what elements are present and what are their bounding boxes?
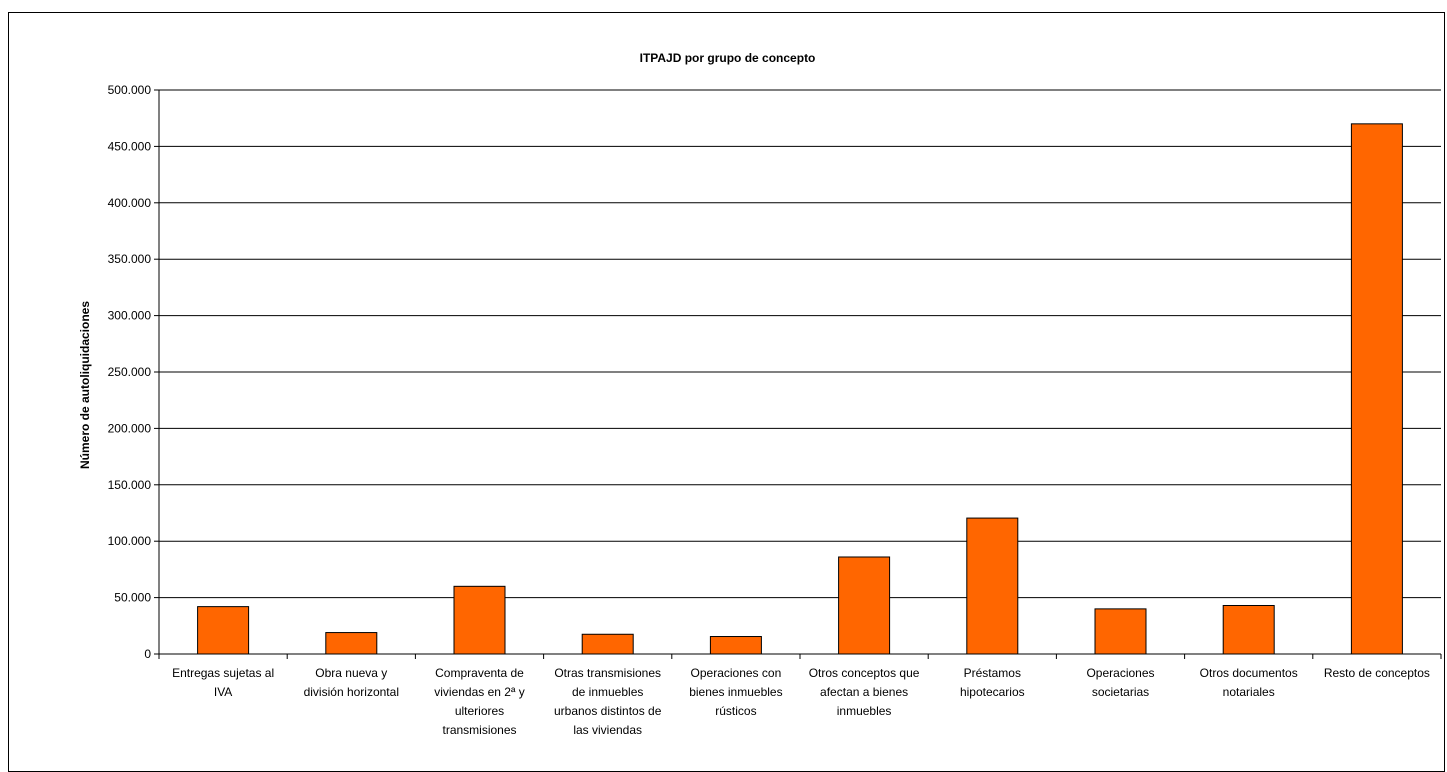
bar [1222, 604, 1275, 655]
x-tick-label-line: Otras transmisiones [554, 666, 662, 680]
bar [1094, 608, 1147, 655]
x-tick-label: Entregas sujetas al IVA [160, 664, 286, 702]
x-tick-label-line: Préstamos [963, 666, 1021, 680]
x-tick-label-line: las viviendas [573, 723, 643, 737]
x-tick-label-line: Obra nueva y [315, 666, 388, 680]
bar-chart: 0 50.000 100.000 150.000 200.000 250.000 300.0… [108, 83, 1442, 661]
bar [709, 636, 762, 655]
y-tick-label: 250.000 [108, 365, 152, 379]
x-tick-label-line: ulteriores [454, 704, 505, 718]
x-tick-label-line: IVA [213, 685, 233, 699]
bar [581, 633, 634, 655]
y-tick-label: 300.000 [108, 309, 152, 323]
x-tick-label-line: inmuebles [836, 704, 892, 718]
x-tick-label: Otros documentos notariales [1186, 664, 1312, 702]
y-tick-label: 450.000 [108, 139, 152, 153]
x-tick-label: Operaciones societarias [1058, 664, 1184, 702]
bar [325, 632, 378, 655]
y-tick-label: 350.000 [108, 252, 152, 266]
y-tick-label: 400.000 [108, 196, 152, 210]
bar [1350, 123, 1403, 655]
bar [966, 517, 1019, 655]
x-tick-label-line: Otros conceptos que [808, 666, 920, 680]
x-tick-label-line: Entregas sujetas al [172, 666, 275, 680]
x-tick-label-line: Operaciones con [690, 666, 782, 680]
chart-frame: ITPAJD por grupo de concepto Número de a… [8, 12, 1445, 772]
x-tick-label-line: Resto de conceptos [1323, 666, 1430, 680]
x-tick-label-line: afectan a bienes [820, 685, 909, 699]
x-tick-label-line: Otros documentos [1199, 666, 1298, 680]
x-tick-label-line: de inmuebles [571, 685, 644, 699]
x-tick-label-line: bienes inmuebles [689, 685, 783, 699]
bar [453, 585, 506, 655]
x-tick-label: Otras transmisiones de inmuebles urbanos d… [545, 664, 671, 740]
x-tick-label: Resto de conceptos [1314, 664, 1440, 683]
x-tick-label-line: viviendas en 2ª y [434, 685, 525, 699]
x-tick-label-line: transmisiones [442, 723, 517, 737]
x-tick-label-line: urbanos distintos de [553, 704, 662, 718]
y-tick-label: 100.000 [108, 534, 152, 548]
y-tick-label: 500.000 [108, 83, 152, 97]
y-tick-label: 150.000 [108, 478, 152, 492]
x-tick-label-line: rústicos [715, 704, 757, 718]
x-tick-label-line: hipotecarios [959, 685, 1025, 699]
x-tick-label-line: Operaciones [1086, 666, 1155, 680]
x-tick-label: Obra nueva y división horizontal [288, 664, 414, 702]
x-tick-label-line: Compraventa de [435, 666, 524, 680]
x-tick-label: Préstamos hipotecarios [929, 664, 1055, 702]
chart-title: ITPAJD por grupo de concepto [639, 51, 816, 65]
x-tick-label-line: notariales [1222, 685, 1275, 699]
x-tick-label: Operaciones con bienes inmuebles rústicos [673, 664, 799, 721]
bar [197, 606, 250, 655]
y-tick-label: 50.000 [114, 591, 151, 605]
y-tick-label: 200.000 [108, 421, 152, 435]
bar [838, 556, 891, 655]
x-tick-label-line: división horizontal [303, 685, 399, 699]
x-tick-label: Compraventa de viviendas en 2ª y ulteriore… [417, 664, 543, 740]
x-tick-label-line: societarias [1091, 685, 1150, 699]
y-tick-label: 0 [144, 647, 151, 661]
x-tick-label: Otros conceptos que afectan a bienes inmue… [801, 664, 927, 721]
